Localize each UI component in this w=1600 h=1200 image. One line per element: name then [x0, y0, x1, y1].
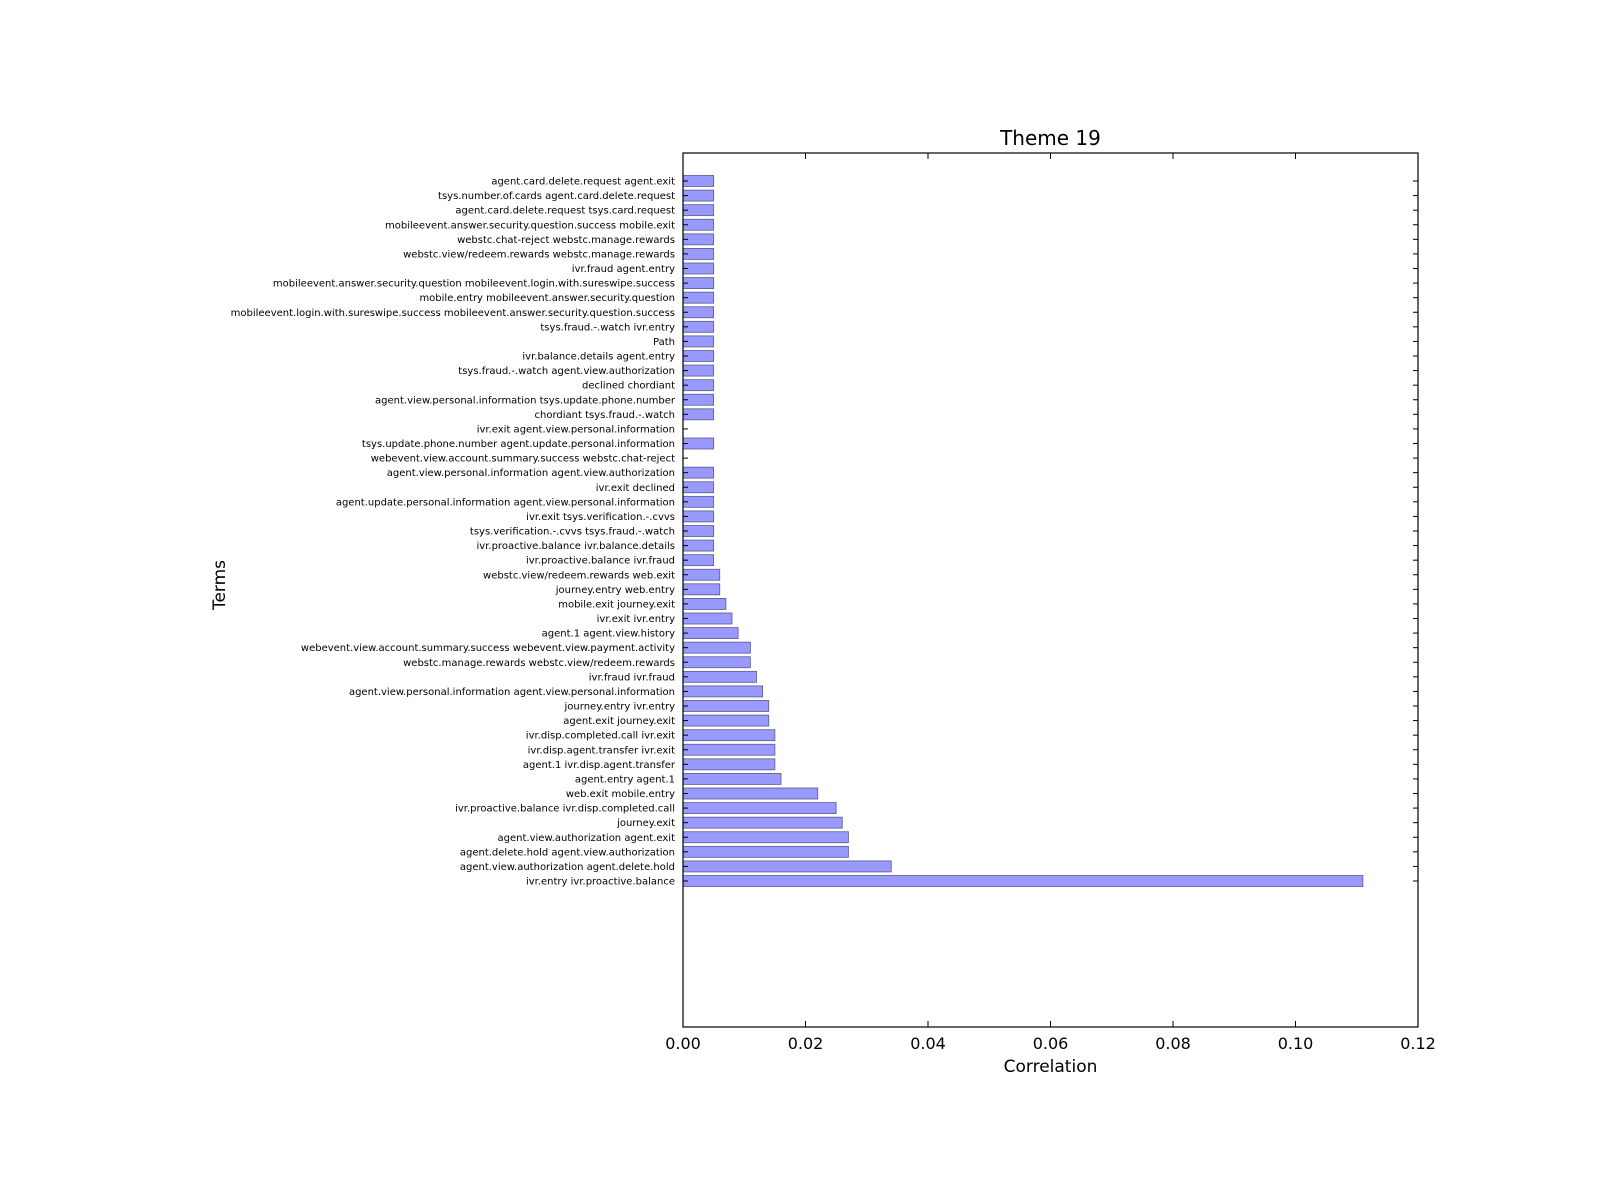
bars-layer: [682, 175, 1364, 887]
bar: [682, 787, 819, 800]
bar: [682, 860, 892, 873]
y-tick-label: agent.delete.hold agent.view.authorizati…: [460, 847, 675, 858]
y-tick-label: tsys.update.phone.number agent.update.pe…: [362, 439, 675, 450]
bar: [682, 670, 757, 683]
x-axis-title: Correlation: [1004, 1057, 1098, 1077]
x-ticks-layer: 0.00 0.02 0.04 0.06 0.08 0.10 0.12: [665, 153, 1436, 1053]
y-tick-label: agent.entry agent.1: [575, 774, 675, 785]
y-tick-label: mobileevent.answer.security.question mob…: [273, 279, 675, 290]
y-tick-label: mobileevent.login.with.sureswipe.success…: [231, 308, 675, 319]
bar: [682, 568, 721, 581]
y-tick-label: agent.view.personal.information agent.vi…: [349, 687, 675, 698]
plot-frame: [682, 152, 1419, 1028]
y-tick-label: webstc.chat-reject webstc.manage.rewards: [457, 235, 675, 246]
y-tick-label: agent.exit journey.exit: [563, 716, 675, 727]
y-tick-label: webstc.manage.rewards webstc.view/redeem…: [403, 658, 675, 669]
y-tick-label: ivr.disp.agent.transfer ivr.exit: [528, 745, 675, 756]
y-axis-title: Terms: [210, 560, 230, 611]
bar: [682, 773, 782, 785]
y-tick-label: journey.entry ivr.entry: [564, 702, 676, 713]
bar: [682, 845, 849, 858]
y-tick-label: web.exit mobile.entry: [566, 789, 675, 800]
bar: [682, 875, 1364, 887]
y-tick-label: webevent.view.account.summary.success we…: [301, 643, 675, 654]
y-tick-label: Path: [653, 337, 675, 348]
y-tick-label: mobile.exit journey.exit: [558, 599, 675, 610]
y-tick-label: ivr.proactive.balance ivr.disp.completed…: [455, 804, 675, 815]
y-tick-label: webstc.view/redeem.rewards web.exit: [483, 570, 675, 581]
y-tick-label: agent.card.delete.request tsys.card.requ…: [455, 206, 675, 217]
y-tick-label: agent.view.authorization agent.delete.ho…: [460, 862, 675, 873]
y-tick-label: ivr.proactive.balance ivr.fraud: [526, 556, 675, 567]
y-tick-label: agent.update.personal.information agent.…: [336, 497, 675, 508]
bar: [682, 685, 764, 698]
bar: [682, 831, 849, 844]
y-tick-label: agent.1 agent.view.history: [542, 629, 675, 640]
x-tick-label: 0.06: [1033, 1034, 1069, 1053]
y-ticks-layer: ivr.entry ivr.proactive.balance agent.vie…: [231, 177, 1418, 888]
bar: [682, 802, 837, 814]
y-tick-label: ivr.exit ivr.entry: [597, 614, 675, 625]
y-tick-label: tsys.verification.-.cvvs tsys.fraud.-.wa…: [470, 527, 675, 538]
y-tick-label: declined chordiant: [582, 381, 675, 392]
y-tick-label: ivr.fraud agent.entry: [572, 264, 675, 275]
y-tick-label: agent.view.authorization agent.exit: [498, 833, 676, 844]
bar: [682, 612, 733, 625]
y-tick-label: agent.view.personal.information tsys.upd…: [375, 395, 676, 406]
y-tick-label: tsys.number.of.cards agent.card.delete.r…: [438, 191, 675, 202]
y-tick-label: agent.1 ivr.disp.agent.transfer: [523, 760, 676, 771]
x-tick-label: 0.02: [788, 1034, 824, 1053]
y-tick-label: agent.view.personal.information agent.vi…: [387, 468, 675, 479]
y-tick-label: mobile.entry mobileevent.answer.security…: [419, 293, 675, 304]
bar: [682, 700, 770, 712]
bar: [682, 641, 751, 654]
bar: [682, 743, 776, 756]
y-tick-label: ivr.exit declined: [596, 483, 675, 494]
bar: [682, 583, 721, 596]
y-tick-label: journey.entry web.entry: [555, 585, 675, 596]
y-tick-label: journey.exit: [616, 818, 675, 829]
y-tick-label: ivr.balance.details agent.entry: [522, 352, 675, 363]
x-tick-label: 0.12: [1400, 1034, 1436, 1053]
bar: [682, 758, 776, 771]
x-tick-label: 0.08: [1155, 1034, 1191, 1053]
y-tick-label: webstc.view/redeem.rewards webstc.manage…: [403, 249, 675, 260]
y-tick-label: agent.card.delete.request agent.exit: [491, 177, 675, 188]
bar: [682, 656, 751, 669]
y-tick-label: webevent.view.account.summary.success we…: [371, 454, 675, 465]
bar: [682, 816, 843, 829]
y-tick-label: ivr.proactive.balance ivr.balance.detail…: [477, 541, 675, 552]
bar: [682, 598, 727, 610]
y-tick-label: tsys.fraud.-.watch ivr.entry: [540, 322, 675, 333]
y-tick-label: mobileevent.answer.security.question.suc…: [385, 220, 675, 231]
x-tick-label: 0.00: [665, 1034, 701, 1053]
x-tick-label: 0.04: [910, 1034, 946, 1053]
y-tick-label: ivr.exit agent.view.personal.information: [477, 424, 675, 435]
x-tick-label: 0.10: [1278, 1034, 1314, 1053]
chart-title: Theme 19: [999, 126, 1101, 150]
y-tick-label: ivr.fraud ivr.fraud: [589, 672, 675, 683]
bar: [682, 714, 770, 727]
bar: [682, 729, 776, 742]
y-tick-label: ivr.exit tsys.verification.-.cvvs: [526, 512, 675, 523]
y-tick-label: ivr.disp.completed.call ivr.exit: [526, 731, 675, 742]
y-tick-label: ivr.entry ivr.proactive.balance: [526, 877, 675, 888]
y-tick-label: chordiant tsys.fraud.-.watch: [535, 410, 676, 421]
y-tick-label: tsys.fraud.-.watch agent.view.authorizat…: [458, 366, 675, 377]
bar: [682, 627, 739, 639]
